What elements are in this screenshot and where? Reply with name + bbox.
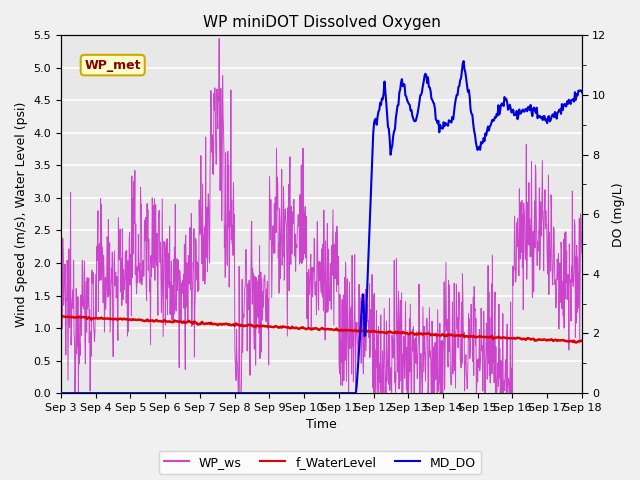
Y-axis label: DO (mg/L): DO (mg/L) — [612, 182, 625, 247]
Title: WP miniDOT Dissolved Oxygen: WP miniDOT Dissolved Oxygen — [202, 15, 440, 30]
Text: WP_met: WP_met — [84, 59, 141, 72]
Y-axis label: Wind Speed (m/s), Water Level (psi): Wind Speed (m/s), Water Level (psi) — [15, 102, 28, 327]
X-axis label: Time: Time — [306, 419, 337, 432]
Legend: WP_ws, f_WaterLevel, MD_DO: WP_ws, f_WaterLevel, MD_DO — [159, 451, 481, 474]
